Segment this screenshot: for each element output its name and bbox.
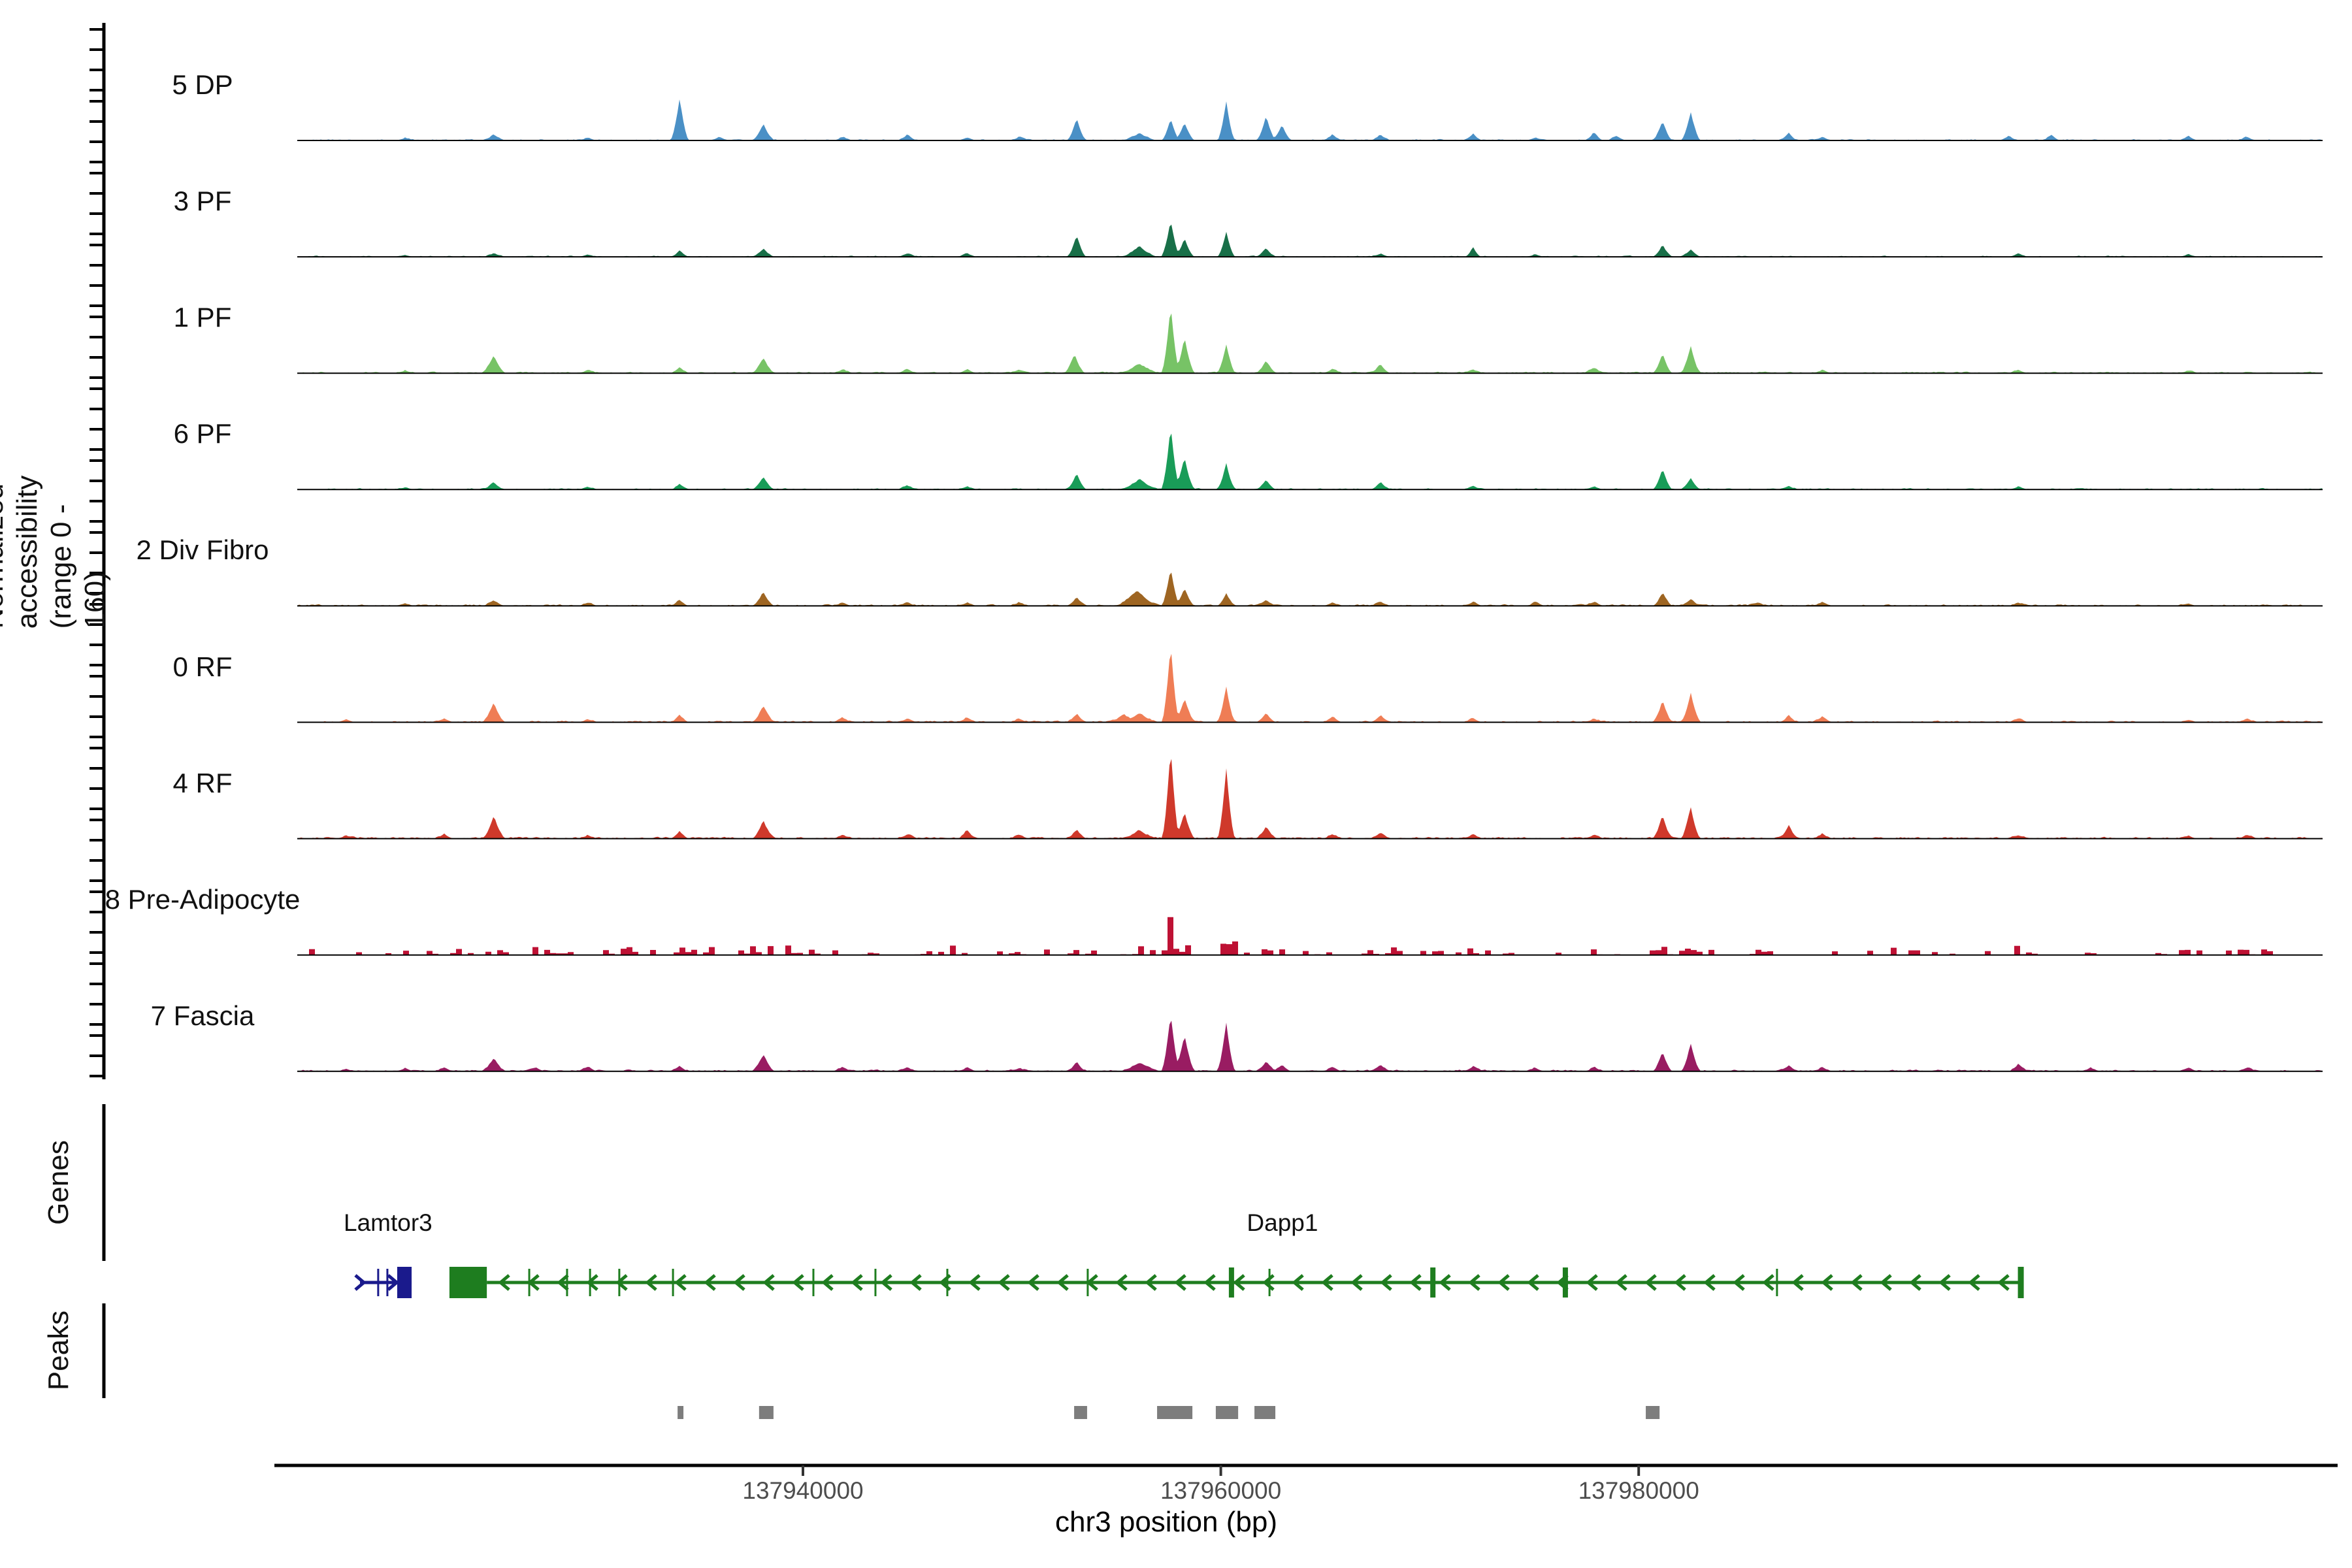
gene-exon-thick (1430, 1267, 1436, 1298)
track-label-2-div-fibro: 2 Div Fibro (136, 534, 269, 566)
track-label-1-pf: 1 PF (173, 302, 232, 333)
track-label-0-rf: 0 RF (172, 651, 233, 682)
peaks-section-label: Peaks (42, 1310, 74, 1391)
gene-exon-thin (1776, 1269, 1778, 1296)
gene-strand-chevrons-lamtor3 (354, 1274, 400, 1291)
peak-interval-box (759, 1406, 774, 1419)
coverage-signal-2 (297, 224, 2323, 257)
y-axis-title-line2: (range 0 - 160) (45, 504, 111, 629)
coverage-signal-7 (297, 759, 2323, 839)
gene-exon-thick (1228, 1267, 1234, 1298)
gene-exon-box-lamtor3 (397, 1267, 412, 1298)
gene-exon-thin (566, 1269, 568, 1296)
peak-interval-box (1074, 1406, 1087, 1419)
gene-exon-box-dapp1 (449, 1267, 487, 1298)
track-label-4-rf: 4 RF (172, 767, 233, 798)
genes-section-label: Genes (42, 1140, 74, 1225)
x-tick-label-137940000: 137940000 (742, 1477, 864, 1504)
gene-name-dapp1: Dapp1 (1247, 1209, 1318, 1236)
gene-exon-thick (1562, 1267, 1568, 1298)
track-label-8-pre-adipocyte: 8 Pre-Adipocyte (105, 883, 301, 915)
track-label-5-dp: 5 DP (172, 69, 233, 100)
gene-exon-thin (386, 1269, 389, 1296)
gene-exon-thin (812, 1269, 815, 1296)
peak-interval-box (1254, 1406, 1276, 1419)
x-tick-label-137980000: 137980000 (1578, 1477, 1699, 1504)
coverage-signal-8 (297, 917, 2323, 955)
y-axis-title-line1: Normalized accessibility (0, 475, 44, 629)
track-label-6-pf: 6 PF (173, 418, 232, 449)
coverage-signal-1 (297, 99, 2323, 140)
gene-exon-thin (1268, 1269, 1271, 1296)
peak-interval-box (1215, 1406, 1239, 1419)
track-label-3-pf: 3 PF (173, 186, 232, 217)
coverage-signal-3 (297, 313, 2323, 374)
coverage-signal-9 (297, 1021, 2323, 1071)
gene-exon-thin (874, 1269, 877, 1296)
x-tick-label-137960000: 137960000 (1160, 1477, 1282, 1504)
track-label-7-fascia: 7 Fascia (150, 1000, 255, 1031)
gene-strand-chevrons-dapp1 (498, 1274, 2010, 1291)
gene-exon-thin (377, 1269, 380, 1296)
peak-interval-box (1646, 1406, 1660, 1419)
coverage-signal-5 (297, 572, 2323, 606)
peak-interval-box (678, 1406, 684, 1419)
gene-exon-thin (946, 1269, 949, 1296)
gene-exon-thin (672, 1269, 674, 1296)
coverage-signal-6 (297, 653, 2323, 723)
peak-interval-box (1157, 1406, 1193, 1419)
gene-end-exon (2017, 1267, 2024, 1298)
coverage-signal-4 (297, 433, 2323, 490)
gene-name-lamtor3: Lamtor3 (344, 1209, 433, 1236)
x-axis-title: chr3 position (bp) (1055, 1506, 1277, 1538)
